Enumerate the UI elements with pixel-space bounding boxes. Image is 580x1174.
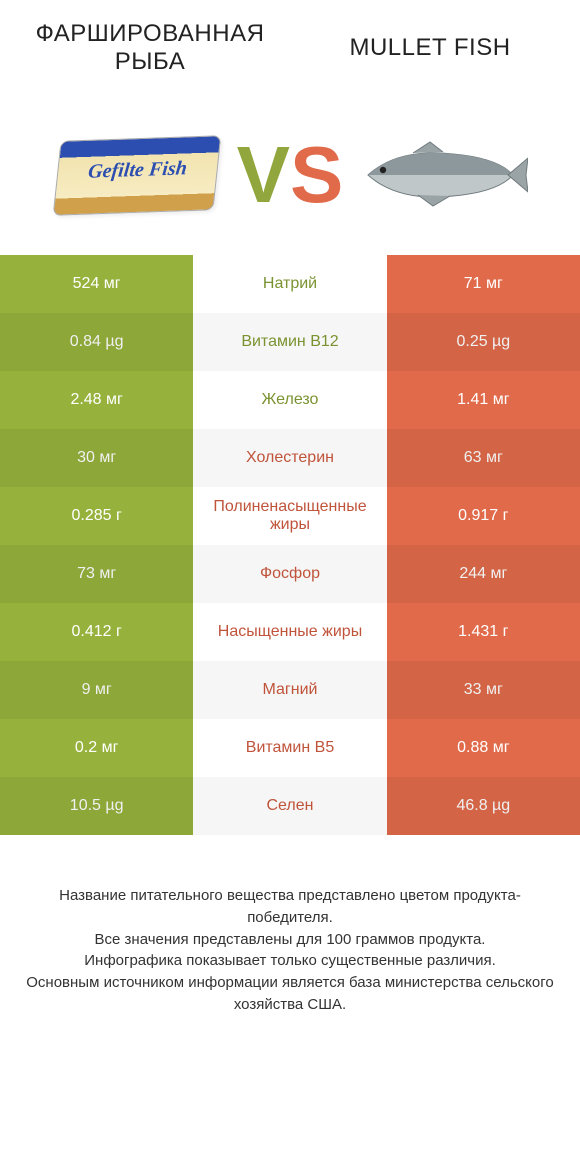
right-product-title: MULLET FISH xyxy=(290,20,570,75)
footer-line: Инфографика показывает только существенн… xyxy=(22,950,558,972)
right-value: 71 мг xyxy=(387,255,580,313)
right-value: 46.8 µg xyxy=(387,777,580,835)
nutrient-name: Железо xyxy=(193,371,386,429)
product-images-row: VS xyxy=(0,85,580,255)
nutrient-name: Витамин B5 xyxy=(193,719,386,777)
left-value: 2.48 мг xyxy=(0,371,193,429)
table-row: 524 мгНатрий71 мг xyxy=(0,255,580,313)
table-row: 0.412 гНасыщенные жиры1.431 г xyxy=(0,603,580,661)
nutrient-name: Магний xyxy=(193,661,386,719)
mullet-fish-icon xyxy=(358,140,528,210)
header: ФАРШИРОВАННАЯ РЫБА MULLET FISH xyxy=(0,0,580,85)
nutrient-name: Полиненасыщенные жиры xyxy=(193,487,386,545)
footer-line: Все значения представлены для 100 граммо… xyxy=(22,929,558,951)
right-value: 0.25 µg xyxy=(387,313,580,371)
left-value: 0.84 µg xyxy=(0,313,193,371)
left-value: 0.285 г xyxy=(0,487,193,545)
nutrient-name: Витамин B12 xyxy=(193,313,386,371)
table-row: 10.5 µgСелен46.8 µg xyxy=(0,777,580,835)
left-product-image xyxy=(47,115,227,235)
vs-s: S xyxy=(290,130,343,219)
table-row: 73 мгФосфор244 мг xyxy=(0,545,580,603)
left-value: 0.2 мг xyxy=(0,719,193,777)
vs-v: V xyxy=(237,130,290,219)
left-value: 524 мг xyxy=(0,255,193,313)
footer-line: Основным источником информации является … xyxy=(22,972,558,1016)
table-row: 0.2 мгВитамин B50.88 мг xyxy=(0,719,580,777)
left-value: 9 мг xyxy=(0,661,193,719)
gefilte-fish-icon xyxy=(52,135,221,216)
table-row: 9 мгМагний33 мг xyxy=(0,661,580,719)
table-row: 30 мгХолестерин63 мг xyxy=(0,429,580,487)
right-value: 0.88 мг xyxy=(387,719,580,777)
right-value: 244 мг xyxy=(387,545,580,603)
footer-notes: Название питательного вещества представл… xyxy=(0,835,580,1016)
table-row: 0.285 гПолиненасыщенные жиры0.917 г xyxy=(0,487,580,545)
left-value: 0.412 г xyxy=(0,603,193,661)
right-value: 1.431 г xyxy=(387,603,580,661)
left-value: 73 мг xyxy=(0,545,193,603)
left-product-title: ФАРШИРОВАННАЯ РЫБА xyxy=(10,20,290,75)
table-row: 0.84 µgВитамин B120.25 µg xyxy=(0,313,580,371)
right-value: 33 мг xyxy=(387,661,580,719)
left-value: 30 мг xyxy=(0,429,193,487)
right-product-image xyxy=(353,115,533,235)
nutrient-name: Холестерин xyxy=(193,429,386,487)
nutrient-name: Фосфор xyxy=(193,545,386,603)
nutrient-name: Натрий xyxy=(193,255,386,313)
right-value: 63 мг xyxy=(387,429,580,487)
nutrient-name: Селен xyxy=(193,777,386,835)
footer-line: Название питательного вещества представл… xyxy=(22,885,558,929)
right-value: 0.917 г xyxy=(387,487,580,545)
left-value: 10.5 µg xyxy=(0,777,193,835)
vs-label: VS xyxy=(237,135,344,215)
nutrient-name: Насыщенные жиры xyxy=(193,603,386,661)
comparison-table: 524 мгНатрий71 мг0.84 µgВитамин B120.25 … xyxy=(0,255,580,835)
table-row: 2.48 мгЖелезо1.41 мг xyxy=(0,371,580,429)
right-value: 1.41 мг xyxy=(387,371,580,429)
